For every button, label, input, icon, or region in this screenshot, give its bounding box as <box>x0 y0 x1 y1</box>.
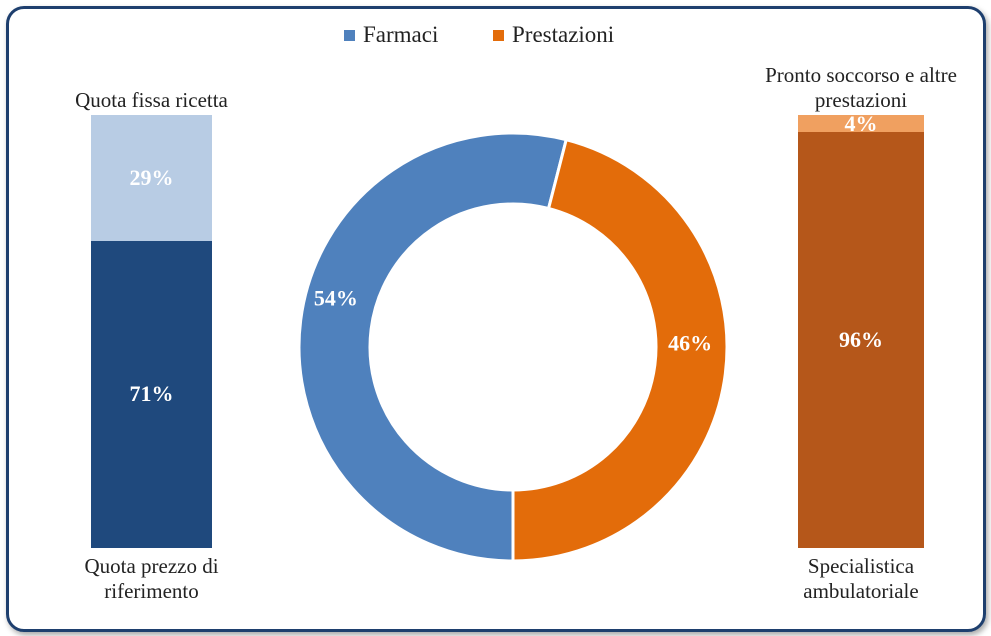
bar-segment: 71% <box>91 240 212 548</box>
bar-segment: 4% <box>798 111 924 136</box>
donut-slice <box>297 131 569 563</box>
slice-label: 46% <box>668 330 712 355</box>
series-name: Specialistica ambulatoriale <box>803 554 919 603</box>
legend-entry: Farmaci <box>344 22 438 48</box>
bar-label: 29% <box>129 164 174 190</box>
bar-segment: 29% <box>91 115 212 241</box>
legend-label: Farmaci <box>363 22 439 47</box>
bar-label: 4% <box>844 110 878 136</box>
legend-swatch <box>344 29 355 41</box>
series-name: Quota fissa ricetta <box>75 88 228 112</box>
series-name: Pronto soccorso e altre prestazioni <box>765 63 957 112</box>
bar-label: 71% <box>129 381 174 407</box>
legend-swatch <box>493 29 504 41</box>
donut-slice <box>511 137 729 563</box>
legend-entry: Prestazioni <box>493 22 614 48</box>
frame <box>6 6 986 632</box>
bar-segment: 96% <box>798 132 924 548</box>
legend-label: Prestazioni <box>512 22 615 47</box>
series-name: Quota prezzo di riferimento <box>84 554 219 603</box>
bar-label: 96% <box>839 327 883 353</box>
slice-label: 54% <box>314 286 358 311</box>
